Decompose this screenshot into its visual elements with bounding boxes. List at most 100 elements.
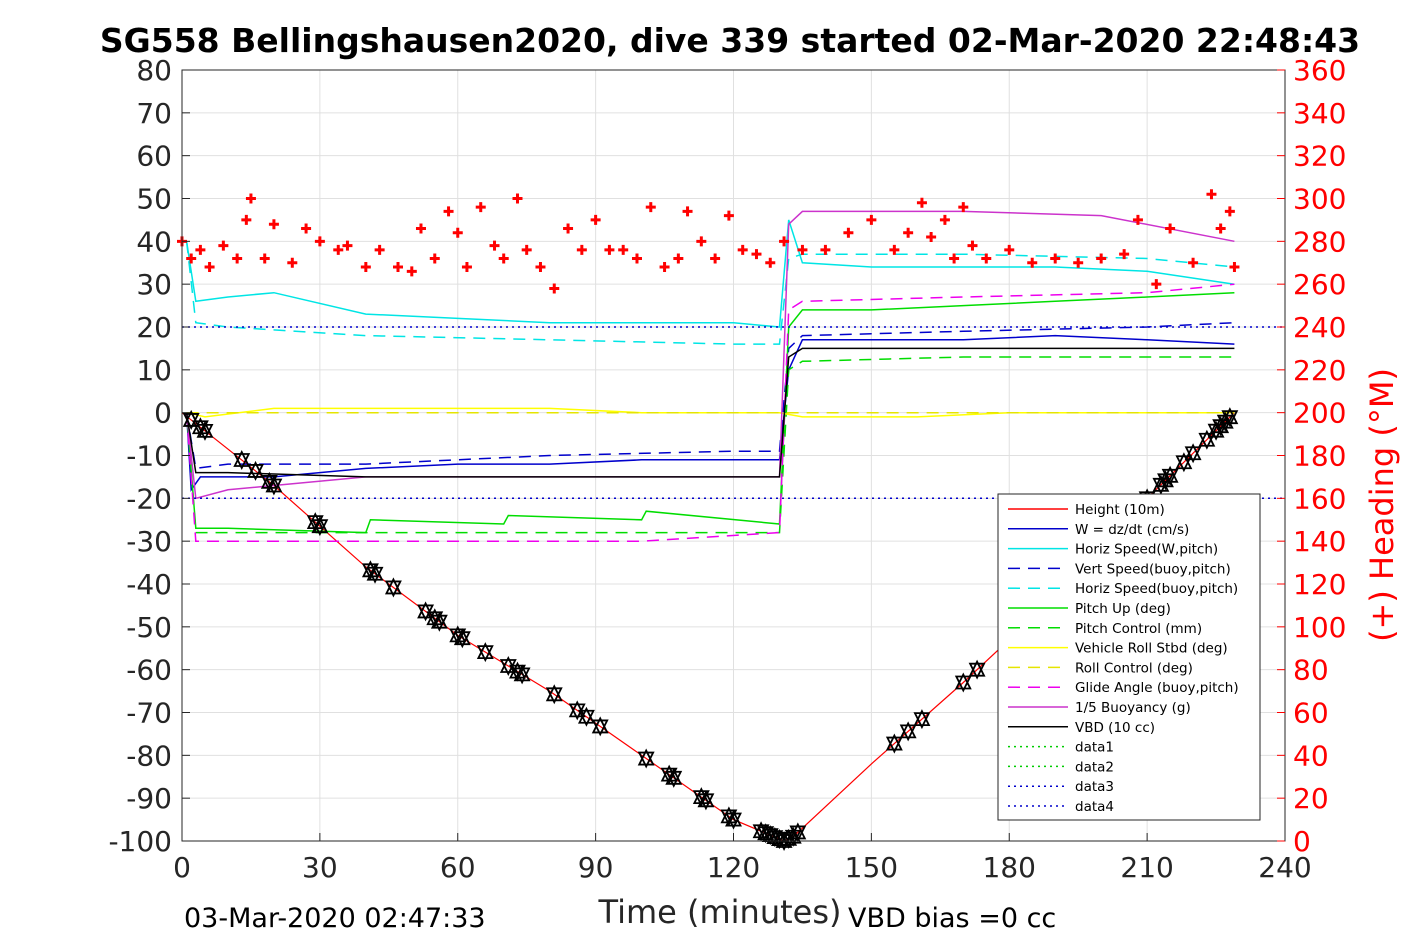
dive-marker bbox=[954, 672, 972, 693]
left-tick-label: 30 bbox=[136, 268, 172, 301]
legend-label-buoyancy: 1/5 Buoyancy (g) bbox=[1075, 700, 1191, 716]
heading-point bbox=[723, 210, 734, 221]
x-tick-label: 240 bbox=[1258, 851, 1311, 884]
heading-point bbox=[1215, 223, 1226, 234]
heading-point bbox=[563, 223, 574, 234]
heading-point bbox=[232, 253, 243, 264]
right-tick-label: 0 bbox=[1293, 825, 1311, 858]
heading-point bbox=[659, 262, 670, 273]
heading-point bbox=[360, 262, 371, 273]
right-tick-label: 80 bbox=[1293, 654, 1329, 687]
dive-marker bbox=[265, 475, 283, 496]
left-tick-label: 70 bbox=[136, 97, 172, 130]
dive-marker bbox=[885, 733, 903, 754]
heading-point bbox=[779, 236, 790, 247]
dive-marker bbox=[196, 420, 214, 441]
heading-point bbox=[195, 244, 206, 255]
dive-marker bbox=[591, 716, 609, 737]
heading-point bbox=[797, 244, 808, 255]
dive-marker bbox=[513, 664, 531, 685]
dive-marker bbox=[476, 642, 494, 663]
dive-marker bbox=[665, 767, 683, 788]
dive-marker bbox=[545, 684, 563, 705]
right-tick-label: 160 bbox=[1293, 482, 1346, 515]
dive-marker bbox=[899, 721, 917, 742]
dive-marker bbox=[311, 516, 329, 537]
series-vbd bbox=[185, 347, 1235, 478]
left-tick-label: -40 bbox=[126, 568, 172, 601]
dive-marker bbox=[366, 563, 384, 584]
left-tick-label: -60 bbox=[126, 654, 172, 687]
dive-marker bbox=[1198, 429, 1216, 450]
left-tick-label: -10 bbox=[126, 440, 172, 473]
series-horiz_buoy bbox=[185, 241, 1235, 345]
right-tick-label: 340 bbox=[1293, 97, 1346, 130]
heading-point bbox=[475, 202, 486, 213]
heading-point bbox=[342, 240, 353, 251]
heading-point bbox=[186, 253, 197, 264]
chart-title: SG558 Bellingshausen2020, dive 339 start… bbox=[100, 21, 1360, 60]
dive-marker bbox=[247, 460, 264, 481]
right-tick-label: 40 bbox=[1293, 739, 1329, 772]
left-tick-label: -90 bbox=[126, 782, 172, 815]
heading-point bbox=[314, 236, 325, 247]
right-tick-label: 360 bbox=[1293, 54, 1346, 87]
legend-label-roll_control: Roll Control (deg) bbox=[1075, 660, 1193, 676]
heading-point bbox=[1165, 223, 1176, 234]
right-tick-label: 60 bbox=[1293, 697, 1329, 730]
legend-label-height: Height (10m) bbox=[1075, 502, 1165, 518]
heading-series bbox=[177, 189, 1240, 294]
heading-point bbox=[843, 227, 854, 238]
left-axis: 80 70 60 50 40 30 20 10 0 -10 -20 -30 -40 -50 -60 -70 -8… bbox=[108, 54, 190, 858]
series-horiz_w bbox=[185, 219, 1235, 328]
heading-point bbox=[765, 257, 776, 268]
right-tick-label: 120 bbox=[1293, 568, 1346, 601]
right-tick-label: 320 bbox=[1293, 140, 1346, 173]
series-glide bbox=[185, 283, 1235, 542]
legend-label-pitch: Pitch Up (deg) bbox=[1075, 601, 1171, 617]
legend-label-roll: Vehicle Roll Stbd (deg) bbox=[1075, 641, 1228, 657]
x-tick-label: 90 bbox=[578, 851, 614, 884]
dive-marker bbox=[637, 748, 655, 769]
right-axis: 3603403203002802602402202001801601401201… bbox=[1277, 54, 1346, 858]
right-tick-label: 300 bbox=[1293, 183, 1346, 216]
legend-label-horiz_w: Horiz Speed(W,pitch) bbox=[1075, 542, 1218, 558]
heading-point bbox=[618, 244, 629, 255]
legend-label-data1: data1 bbox=[1075, 740, 1114, 756]
heading-point bbox=[939, 214, 950, 225]
dive-marker bbox=[1175, 452, 1193, 473]
heading-point bbox=[1132, 214, 1143, 225]
heading-point bbox=[673, 253, 684, 264]
heading-point bbox=[374, 244, 385, 255]
heading-point bbox=[498, 253, 509, 264]
left-tick-label: -20 bbox=[126, 482, 172, 515]
heading-point bbox=[204, 262, 215, 273]
heading-point bbox=[1027, 257, 1038, 268]
x-tick-label: 120 bbox=[707, 851, 760, 884]
heading-point bbox=[866, 214, 877, 225]
dive-marker bbox=[449, 625, 467, 646]
heading-point bbox=[443, 206, 454, 217]
dive-marker bbox=[430, 611, 448, 632]
legend-label-data3: data3 bbox=[1075, 779, 1114, 795]
heading-point bbox=[710, 253, 721, 264]
heading-point bbox=[489, 240, 500, 251]
heading-point bbox=[521, 244, 532, 255]
dive-marker bbox=[453, 628, 471, 649]
right-tick-label: 100 bbox=[1293, 611, 1346, 644]
heading-point bbox=[737, 244, 748, 255]
right-axis-label: (+) Heading (°M) bbox=[1363, 368, 1401, 642]
heading-point bbox=[245, 193, 256, 204]
legend-label-glide: Glide Angle (buoy,pitch) bbox=[1075, 680, 1239, 696]
legend-label-horiz_buoy: Horiz Speed(buoy,pitch) bbox=[1075, 581, 1238, 597]
heading-point bbox=[949, 253, 960, 264]
series-vert_buoy bbox=[185, 321, 1235, 470]
left-tick-label: -30 bbox=[126, 525, 172, 558]
heading-point bbox=[1151, 279, 1162, 290]
series-pitch_control bbox=[185, 356, 1235, 534]
heading-point bbox=[820, 244, 831, 255]
heading-point bbox=[268, 219, 279, 230]
heading-point bbox=[549, 283, 560, 294]
left-tick-label: 50 bbox=[136, 183, 172, 216]
